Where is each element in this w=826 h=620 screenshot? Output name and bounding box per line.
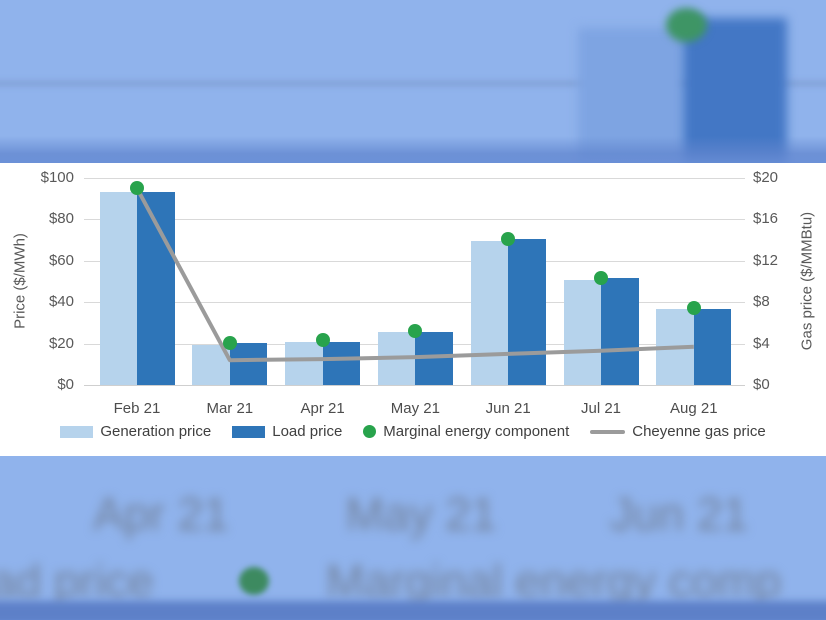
y-axis-tick-right: $16 bbox=[753, 210, 779, 228]
gridline bbox=[84, 219, 745, 221]
blurred-band-bottom bbox=[0, 601, 826, 620]
generation-price-bar bbox=[192, 344, 230, 385]
blurred-background-bottom: Apr 21 May 21 Jun 21 ad price Marginal e… bbox=[0, 456, 826, 620]
gridline bbox=[84, 260, 745, 262]
load-price-bar bbox=[137, 192, 175, 385]
legend-label: Load price bbox=[272, 423, 343, 440]
marginal-energy-component-dot bbox=[501, 232, 516, 247]
x-axis-label: Apr 21 bbox=[300, 400, 345, 417]
blurred-legend-text-left: ad price bbox=[0, 555, 154, 607]
x-axis-label: May 21 bbox=[390, 400, 440, 417]
y-axis-tick-left: $60 bbox=[48, 251, 74, 269]
y-axis-tick-right: $0 bbox=[753, 376, 770, 393]
marginal-energy-component-dot bbox=[686, 301, 701, 316]
gridline bbox=[84, 178, 745, 179]
legend-item: Generation price bbox=[60, 423, 211, 440]
load-price-bar bbox=[508, 239, 546, 385]
x-axis-label: Jun 21 bbox=[485, 400, 531, 417]
generation-price-bar bbox=[470, 241, 509, 385]
y-axis-tick-left: $0 bbox=[57, 376, 74, 393]
y-axis-tick-left: $80 bbox=[48, 210, 74, 228]
blurred-background-top bbox=[0, 0, 826, 163]
marginal-energy-component-dot bbox=[315, 333, 330, 348]
marginal-energy-component-dot bbox=[130, 181, 144, 196]
blurred-month-label: May 21 bbox=[345, 488, 497, 540]
chart-panel: $0 $20 $40 $60 $80 $100 $0 $4 $8 $12 $16 $20 Feb 2… bbox=[0, 163, 826, 456]
blurred-marker-dot-top bbox=[666, 8, 707, 42]
legend-swatch-scatter bbox=[363, 425, 377, 438]
blurred-gridline bbox=[0, 81, 826, 86]
x-axis-label: Aug 21 bbox=[670, 400, 718, 417]
generation-price-bar bbox=[99, 192, 137, 385]
blurred-legend-text-right: Marginal energy comp bbox=[326, 555, 782, 607]
legend-label: Generation price bbox=[100, 423, 212, 440]
blurred-band-above-panel bbox=[0, 136, 826, 163]
marginal-energy-component-dot bbox=[408, 324, 423, 339]
y-axis-tick-right: $4 bbox=[753, 334, 770, 352]
legend-item: Cheyenne gas price bbox=[590, 423, 766, 440]
y-axis-tick-right: $20 bbox=[753, 169, 779, 186]
legend-item: Load price bbox=[232, 423, 342, 440]
blurred-month-label: Apr 21 bbox=[93, 488, 229, 540]
legend-swatch-line bbox=[590, 429, 626, 434]
gridline bbox=[84, 385, 745, 386]
load-price-bar bbox=[322, 341, 361, 385]
marginal-energy-component-dot bbox=[222, 335, 237, 350]
y-axis-tick-right: $12 bbox=[753, 251, 779, 269]
legend-swatch-bar bbox=[60, 425, 94, 438]
x-axis-label: Feb 21 bbox=[113, 400, 161, 417]
generation-price-bar bbox=[656, 309, 694, 385]
x-axis-label: Mar 21 bbox=[206, 400, 254, 417]
y-axis-tick-left: $100 bbox=[40, 169, 74, 186]
right-axis-title: Gas price ($/MMBtu) bbox=[798, 211, 816, 351]
chart-legend: Generation price Load price Marginal energ… bbox=[0, 423, 826, 440]
generation-price-bar bbox=[377, 332, 416, 385]
load-price-bar bbox=[693, 309, 732, 385]
legend-label: Cheyenne gas price bbox=[632, 423, 766, 440]
generation-price-bar bbox=[563, 280, 601, 385]
legend-item: Marginal energy component bbox=[363, 423, 569, 440]
load-price-bar bbox=[601, 278, 639, 385]
gridline bbox=[84, 302, 745, 304]
blurred-month-label: Jun 21 bbox=[609, 488, 749, 540]
legend-swatch-bar bbox=[232, 425, 266, 438]
blurred-marker-dot-bottom bbox=[239, 567, 269, 595]
load-price-bar bbox=[415, 332, 453, 385]
load-price-bar bbox=[229, 342, 268, 385]
left-axis-title: Price ($/MWh) bbox=[11, 233, 29, 329]
x-axis-label: Jul 21 bbox=[580, 400, 622, 417]
y-axis-tick-left: $40 bbox=[48, 293, 74, 311]
marginal-energy-component-dot bbox=[594, 271, 608, 286]
y-axis-tick-left: $20 bbox=[48, 334, 74, 352]
generation-price-bar bbox=[285, 341, 323, 385]
legend-label: Marginal energy component bbox=[383, 423, 570, 440]
y-axis-tick-right: $8 bbox=[753, 293, 770, 311]
